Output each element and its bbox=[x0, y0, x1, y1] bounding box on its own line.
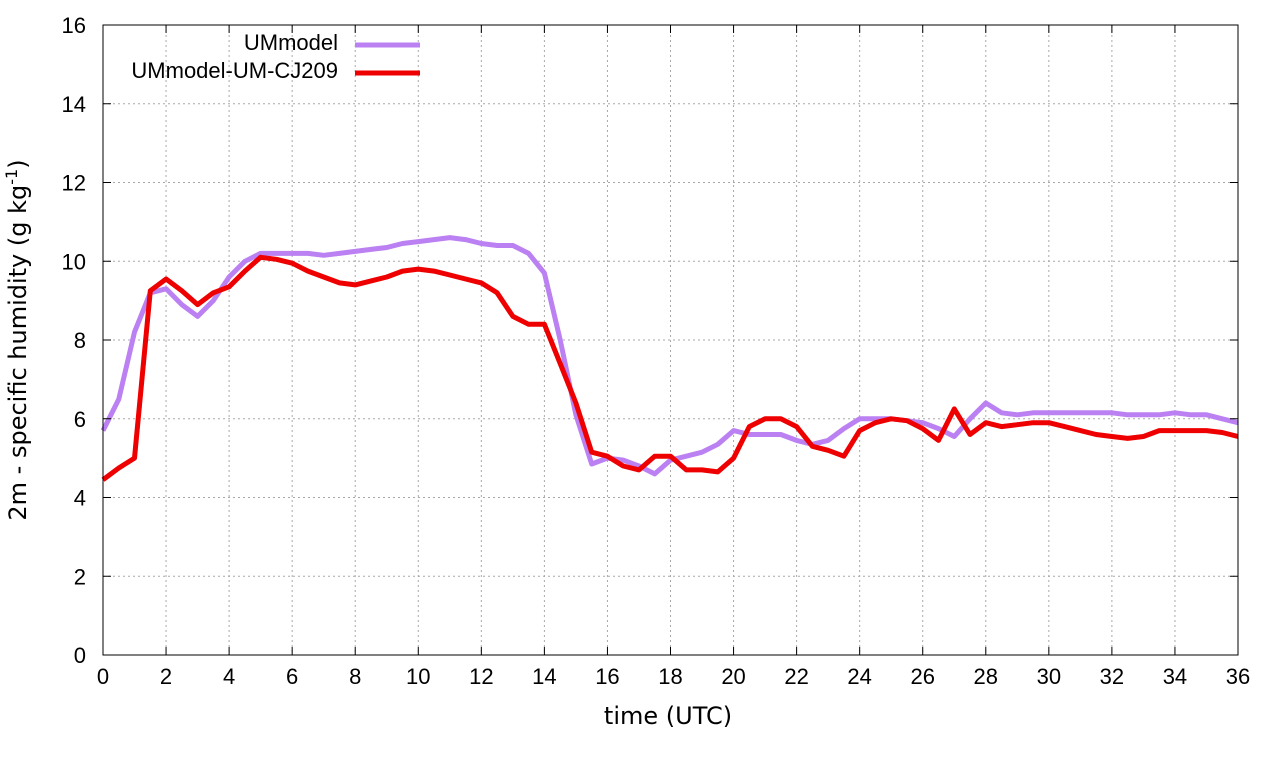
x-tick-label: 2 bbox=[160, 664, 172, 689]
series-lines bbox=[100, 235, 1239, 482]
x-tick-label: 32 bbox=[1100, 664, 1124, 689]
y-tick-label: 12 bbox=[62, 171, 86, 196]
y-axis-title-exponent: -1 bbox=[2, 169, 21, 185]
legend-label-umodel: UMmodel bbox=[244, 30, 338, 55]
x-tick-label: 6 bbox=[286, 664, 298, 689]
x-tick-label: 0 bbox=[97, 664, 109, 689]
y-axis-title-main: 2m - specific humidity (g kg bbox=[4, 185, 32, 521]
x-tick-label: 22 bbox=[784, 664, 808, 689]
series-line-umodel bbox=[100, 235, 1239, 477]
y-tick-label: 14 bbox=[62, 92, 86, 117]
grid-lines bbox=[103, 25, 1238, 655]
legend-item-cj209: UMmodel-UM-CJ209 bbox=[131, 58, 420, 83]
axis-ticks: 0 2 4 6 8 10 12 14 16 18 20 22 24 26 28 30 32 34 360246810… bbox=[62, 13, 1251, 689]
x-tick-label: 36 bbox=[1226, 664, 1250, 689]
y-tick-label: 8 bbox=[74, 328, 86, 353]
y-tick-label: 0 bbox=[74, 643, 86, 668]
x-tick-label: 20 bbox=[721, 664, 745, 689]
x-tick-label: 28 bbox=[974, 664, 998, 689]
series-line-cj209 bbox=[101, 254, 1239, 482]
x-tick-label: 26 bbox=[910, 664, 934, 689]
y-tick-label: 4 bbox=[74, 486, 86, 511]
y-tick-label: 2 bbox=[74, 564, 86, 589]
x-tick-label: 10 bbox=[406, 664, 430, 689]
legend: UMmodel UMmodel-UM-CJ209 bbox=[131, 30, 420, 83]
legend-item-umodel: UMmodel bbox=[244, 30, 420, 55]
x-tick-label: 24 bbox=[847, 664, 871, 689]
x-tick-label: 34 bbox=[1163, 664, 1187, 689]
y-axis-title: 2m - specific humidity (g kg-1) bbox=[2, 159, 32, 520]
x-tick-label: 12 bbox=[469, 664, 493, 689]
x-tick-label: 16 bbox=[595, 664, 619, 689]
y-tick-label: 6 bbox=[74, 407, 86, 432]
y-tick-label: 16 bbox=[62, 13, 86, 38]
x-tick-label: 14 bbox=[532, 664, 556, 689]
y-axis-title-close: ) bbox=[4, 159, 32, 168]
x-tick-label: 30 bbox=[1037, 664, 1061, 689]
y-tick-label: 10 bbox=[62, 249, 86, 274]
x-axis-title: time (UTC) bbox=[604, 702, 732, 730]
x-tick-label: 4 bbox=[223, 664, 235, 689]
legend-label-cj209: UMmodel-UM-CJ209 bbox=[131, 58, 338, 83]
x-tick-label: 18 bbox=[658, 664, 682, 689]
x-tick-label: 8 bbox=[349, 664, 361, 689]
